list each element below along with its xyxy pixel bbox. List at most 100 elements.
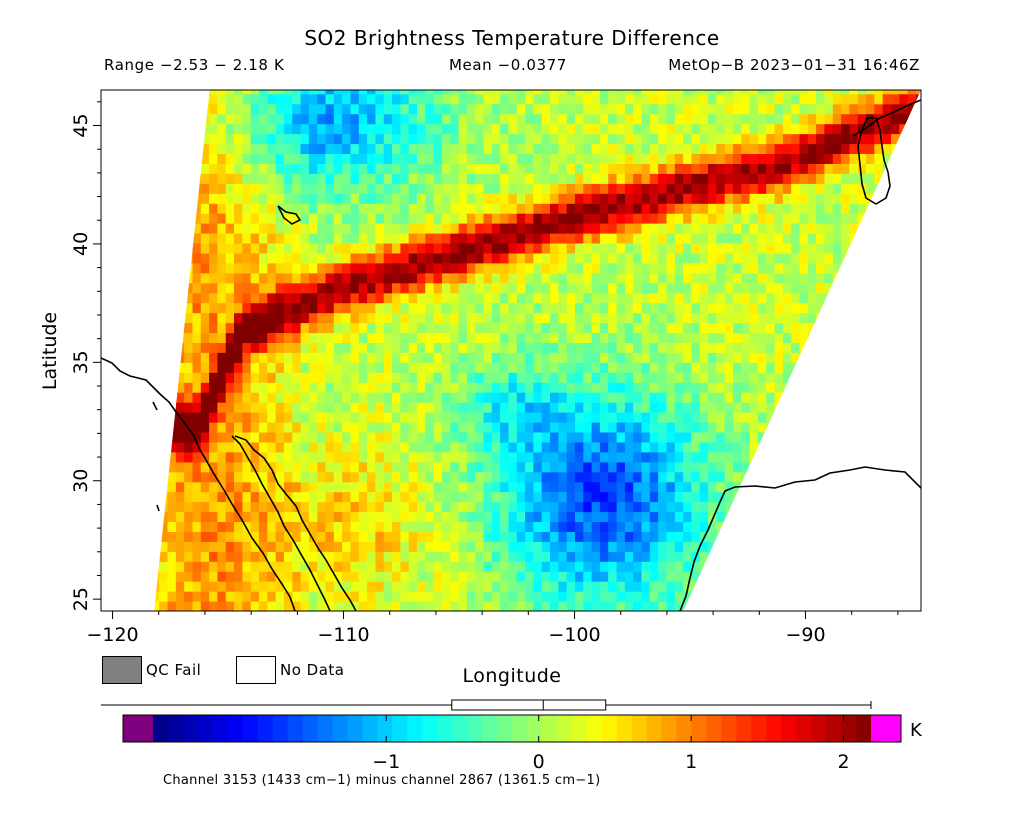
heatmap-cell	[383, 471, 393, 483]
heatmap-cell	[225, 93, 235, 105]
heatmap-cell	[417, 402, 426, 413]
heatmap-cell	[491, 461, 501, 473]
heatmap-cell	[184, 183, 194, 194]
heatmap-cell	[475, 342, 485, 353]
heatmap-cell	[417, 561, 426, 572]
heatmap-cell	[525, 322, 534, 334]
heatmap-cell	[400, 402, 410, 413]
heatmap-cell	[408, 322, 418, 334]
heatmap-cell	[325, 143, 335, 154]
heatmap-cell	[283, 571, 293, 582]
heatmap-cell	[325, 521, 335, 532]
heatmap-cell	[583, 272, 593, 284]
heatmap-cell	[350, 451, 360, 463]
heatmap-cell	[242, 591, 252, 602]
heatmap-cell	[591, 471, 601, 483]
heatmap-cell	[566, 591, 576, 602]
heatmap-cell	[267, 223, 277, 234]
heatmap-cell	[300, 312, 310, 324]
heatmap-cell	[824, 531, 834, 542]
heatmap-cell	[167, 491, 177, 503]
heatmap-cell	[899, 372, 909, 383]
heatmap-cell	[159, 551, 169, 562]
heatmap-cell	[533, 203, 543, 214]
heatmap-cell	[915, 392, 921, 403]
heatmap-cell	[674, 173, 684, 184]
heatmap-cell	[184, 521, 194, 532]
heatmap-cell	[325, 531, 335, 542]
heatmap-cell	[866, 133, 875, 145]
heatmap-cell	[799, 223, 809, 234]
heatmap-cell	[891, 252, 900, 264]
heatmap-cell	[807, 223, 817, 234]
heatmap-cell	[641, 501, 651, 513]
heatmap-cell	[741, 352, 751, 363]
heatmap-cell	[275, 471, 285, 483]
heatmap-cell	[350, 541, 360, 552]
heatmap-cell	[175, 163, 185, 174]
heatmap-cell	[874, 282, 884, 294]
heatmap-cell	[824, 243, 834, 254]
heatmap-cell	[466, 252, 476, 264]
heatmap-cell	[154, 392, 160, 403]
heatmap-cell	[533, 432, 543, 443]
heatmap-cell	[816, 441, 825, 453]
heatmap-cell	[533, 193, 543, 204]
heatmap-cell	[184, 362, 194, 373]
heatmap-cell	[766, 133, 776, 145]
heatmap-cell	[392, 262, 401, 274]
heatmap-cell	[275, 252, 285, 264]
heatmap-cell	[766, 591, 776, 602]
heatmap-cell	[649, 521, 659, 532]
heatmap-cell	[408, 153, 418, 164]
heatmap-cell	[882, 213, 892, 224]
heatmap-cell	[516, 571, 526, 582]
heatmap-cell	[392, 441, 401, 453]
heatmap-cell	[234, 501, 243, 513]
heatmap-cell	[591, 571, 601, 582]
heatmap-cell	[841, 571, 850, 582]
heatmap-cell	[541, 302, 551, 314]
heatmap-cell	[666, 262, 676, 274]
heatmap-cell	[849, 412, 859, 423]
heatmap-cell	[599, 282, 609, 294]
heatmap-cell	[250, 173, 260, 184]
heatmap-cell	[807, 203, 817, 214]
heatmap-cell	[749, 412, 759, 423]
heatmap-cell	[367, 402, 376, 413]
heatmap-cell	[242, 362, 252, 373]
heatmap-cell	[283, 123, 293, 135]
heatmap-cell	[799, 153, 809, 164]
heatmap-cell	[283, 233, 293, 244]
heatmap-cell	[283, 581, 293, 592]
heatmap-cell	[234, 252, 243, 264]
heatmap-cell	[466, 412, 476, 423]
heatmap-cell	[907, 292, 917, 304]
heatmap-cell	[733, 591, 742, 602]
heatmap-cell	[441, 451, 451, 463]
heatmap-cell	[508, 113, 518, 125]
heatmap-cell	[242, 93, 252, 105]
heatmap-cell	[824, 252, 834, 264]
heatmap-cell	[716, 153, 726, 164]
heatmap-cell	[757, 272, 767, 284]
heatmap-cell	[857, 392, 867, 403]
heatmap-cell	[774, 272, 784, 284]
heatmap-cell	[674, 243, 684, 254]
heatmap-cell	[733, 123, 742, 135]
heatmap-cell	[816, 481, 825, 493]
heatmap-cell	[234, 461, 243, 473]
heatmap-cell	[633, 372, 643, 383]
heatmap-cell	[907, 432, 917, 443]
heatmap-cell	[608, 352, 618, 363]
heatmap-cell	[491, 292, 501, 304]
heatmap-cell	[143, 541, 152, 552]
heatmap-cell	[674, 591, 684, 602]
heatmap-cell	[915, 422, 921, 433]
heatmap-cell	[733, 352, 742, 363]
heatmap-cell	[458, 511, 468, 522]
heatmap-cell	[691, 302, 701, 314]
heatmap-cell	[907, 392, 917, 403]
heatmap-cell	[616, 511, 626, 522]
heatmap-cell	[733, 581, 742, 592]
